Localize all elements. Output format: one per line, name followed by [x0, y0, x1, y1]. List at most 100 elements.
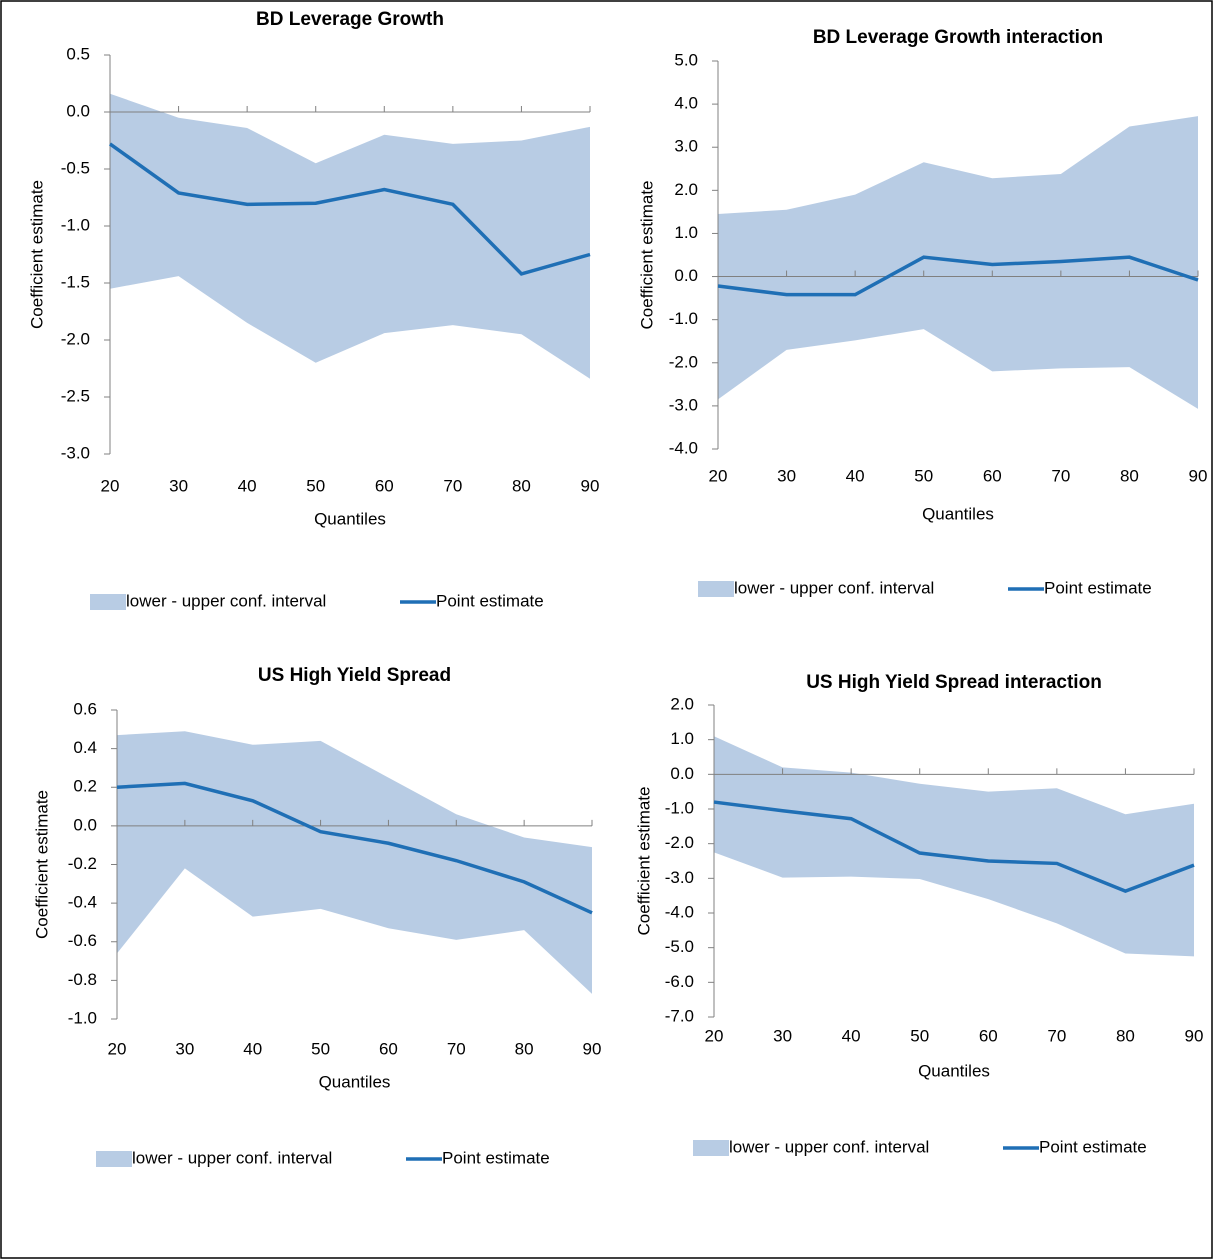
point-estimate-line: [116, 781, 593, 915]
y-tick-label: -2.0: [61, 329, 90, 348]
x-tick-label: 60: [375, 476, 394, 495]
x-axis-title: Quantiles: [918, 1061, 990, 1080]
y-tick-label: -2.0: [665, 833, 694, 852]
x-tick-label: 30: [773, 1026, 792, 1045]
y-tick-label: -0.4: [68, 893, 97, 912]
x-axis-title: Quantiles: [314, 509, 386, 528]
y-tick-label: -3.0: [669, 395, 698, 414]
y-tick-label: 0.0: [670, 764, 694, 783]
y-tick-label: 1.0: [670, 729, 694, 748]
y-tick-label: 0.2: [73, 777, 97, 796]
y-tick-label: 0.0: [674, 266, 698, 285]
x-tick-label: 80: [515, 1039, 534, 1058]
x-tick-label: 70: [1047, 1026, 1066, 1045]
x-tick-label: 90: [581, 476, 600, 495]
x-tick-label: 20: [108, 1039, 127, 1058]
chart-title: BD Leverage Growth interaction: [813, 27, 1103, 48]
legend-swatch: [96, 1151, 132, 1167]
y-tick-label: -0.5: [61, 158, 90, 177]
legend-label: Point estimate: [442, 1148, 550, 1167]
y-tick-label: -1.0: [61, 215, 90, 234]
x-tick-label: 50: [914, 466, 933, 485]
x-tick-label: 50: [311, 1039, 330, 1058]
x-tick-label: 30: [169, 476, 188, 495]
y-tick-label: -7.0: [665, 1006, 694, 1025]
x-tick-label: 40: [846, 466, 865, 485]
x-tick-label: 60: [979, 1026, 998, 1045]
x-tick-label: 90: [1185, 1026, 1204, 1045]
point-estimate-line: [713, 800, 1195, 894]
x-tick-label: 40: [238, 476, 257, 495]
x-tick-label: 50: [306, 476, 325, 495]
chart-title: US High Yield Spread: [258, 665, 451, 686]
y-tick-label: -2.5: [61, 386, 90, 405]
x-tick-label: 90: [1189, 466, 1208, 485]
y-tick-label: -0.2: [68, 854, 97, 873]
y-tick-label: -1.5: [61, 272, 90, 291]
x-tick-label: 70: [447, 1039, 466, 1058]
y-axis-title: Coefficient estimate: [637, 181, 656, 330]
legend-label: Point estimate: [1039, 1137, 1147, 1156]
y-tick-label: -1.0: [665, 798, 694, 817]
x-tick-label: 80: [1116, 1026, 1135, 1045]
y-tick-label: -1.0: [68, 1008, 97, 1027]
x-tick-label: 70: [1051, 466, 1070, 485]
x-tick-label: 20: [705, 1026, 724, 1045]
y-tick-label: -1.0: [669, 309, 698, 328]
y-tick-label: -4.0: [669, 438, 698, 457]
y-tick-label: 0.6: [73, 699, 97, 718]
y-tick-label: -5.0: [665, 937, 694, 956]
legend-label: lower - upper conf. interval: [734, 578, 934, 597]
y-tick-label: 0.0: [73, 815, 97, 834]
x-tick-label: 60: [983, 466, 1002, 485]
x-tick-label: 50: [910, 1026, 929, 1045]
x-tick-label: 20: [101, 476, 120, 495]
y-tick-label: 5.0: [674, 50, 698, 69]
y-tick-label: -3.0: [665, 868, 694, 887]
y-tick-label: -0.6: [68, 931, 97, 950]
legend-label: lower - upper conf. interval: [132, 1148, 332, 1167]
x-tick-label: 80: [512, 476, 531, 495]
y-tick-label: -6.0: [665, 972, 694, 991]
legend-label: lower - upper conf. interval: [126, 591, 326, 610]
y-axis-title: Coefficient estimate: [634, 787, 653, 936]
x-axis-title: Quantiles: [922, 504, 994, 523]
y-tick-label: -0.8: [68, 970, 97, 989]
x-axis-title: Quantiles: [319, 1072, 391, 1091]
y-tick-label: 0.4: [73, 738, 97, 757]
y-tick-label: 2.0: [674, 180, 698, 199]
x-tick-label: 80: [1120, 466, 1139, 485]
y-tick-label: 3.0: [674, 137, 698, 156]
confidence-band: [714, 736, 1194, 957]
chart-title: US High Yield Spread interaction: [806, 672, 1102, 693]
x-tick-label: 40: [842, 1026, 861, 1045]
legend-label: lower - upper conf. interval: [729, 1137, 929, 1156]
x-tick-label: 90: [583, 1039, 602, 1058]
confidence-band: [110, 93, 590, 379]
y-tick-label: 2.0: [670, 694, 694, 713]
legend-label: Point estimate: [1044, 578, 1152, 597]
legend-swatch: [698, 581, 734, 597]
y-axis-title: Coefficient estimate: [32, 790, 51, 939]
legend-swatch: [90, 594, 126, 610]
x-tick-label: 70: [443, 476, 462, 495]
legend-label: Point estimate: [436, 591, 544, 610]
y-tick-label: 0.0: [66, 101, 90, 120]
point-estimate-line: [717, 255, 1199, 297]
x-tick-label: 30: [175, 1039, 194, 1058]
x-tick-label: 60: [379, 1039, 398, 1058]
y-tick-label: 1.0: [674, 223, 698, 242]
y-tick-label: -4.0: [665, 902, 694, 921]
x-tick-label: 30: [777, 466, 796, 485]
x-tick-label: 20: [709, 466, 728, 485]
x-tick-label: 40: [243, 1039, 262, 1058]
chart-title: BD Leverage Growth: [256, 9, 444, 30]
y-axis-title: Coefficient estimate: [27, 180, 46, 329]
y-tick-label: 0.5: [66, 44, 90, 63]
y-tick-label: 4.0: [674, 94, 698, 113]
y-tick-label: -2.0: [669, 352, 698, 371]
y-tick-label: -3.0: [61, 443, 90, 462]
point-estimate-line: [108, 142, 591, 276]
legend-swatch: [693, 1140, 729, 1156]
